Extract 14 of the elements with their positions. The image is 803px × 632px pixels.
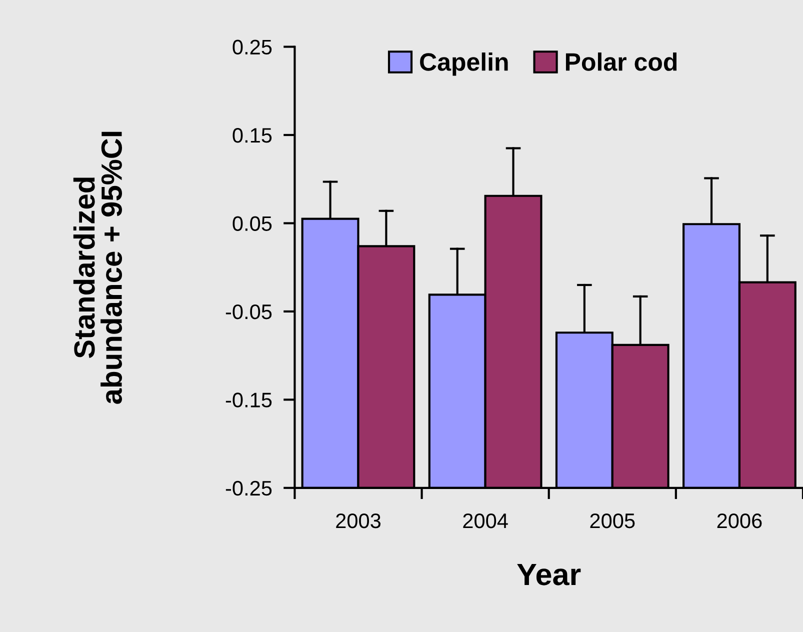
y-tick-label: -0.15 xyxy=(226,392,272,408)
x-tick-label: 2005 xyxy=(590,513,635,528)
x-axis-title: Year xyxy=(517,564,581,586)
y-tick-label: -0.05 xyxy=(226,304,272,320)
y-axis-title: Standardized abundance + 95%CI xyxy=(73,132,122,404)
y-tick-label: 0.15 xyxy=(232,128,272,143)
legend-label: Capelin xyxy=(420,52,508,76)
y-tick-label: 0.05 xyxy=(232,216,272,231)
x-tick-label: 2006 xyxy=(717,513,762,528)
x-tick-label: 2003 xyxy=(336,513,380,528)
y-tick-label: -0.25 xyxy=(226,480,272,496)
legend-label: Polar cod xyxy=(566,52,677,71)
y-tick-label: 0.25 xyxy=(232,40,272,55)
x-tick-label: 2004 xyxy=(463,513,508,528)
